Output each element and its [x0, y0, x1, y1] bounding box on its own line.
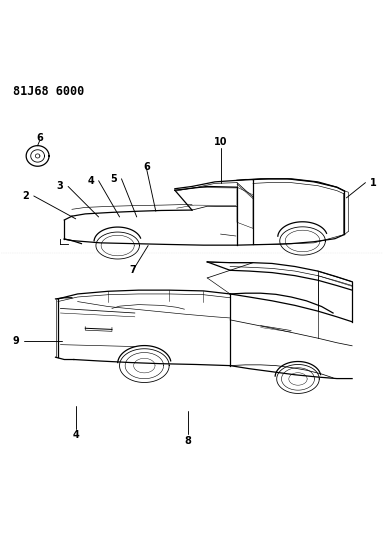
- Text: 2: 2: [23, 191, 29, 201]
- Text: 3: 3: [57, 181, 63, 191]
- Text: 7: 7: [129, 265, 136, 276]
- Text: 81J68 6000: 81J68 6000: [13, 85, 84, 99]
- Text: 10: 10: [214, 137, 227, 147]
- Text: 8: 8: [185, 436, 192, 446]
- Text: 5: 5: [110, 174, 117, 184]
- Text: 6: 6: [36, 133, 43, 143]
- Text: 4: 4: [87, 176, 94, 185]
- Text: 1: 1: [370, 177, 377, 188]
- Text: 6: 6: [143, 163, 150, 172]
- Text: 9: 9: [13, 336, 20, 346]
- Text: 4: 4: [72, 430, 79, 440]
